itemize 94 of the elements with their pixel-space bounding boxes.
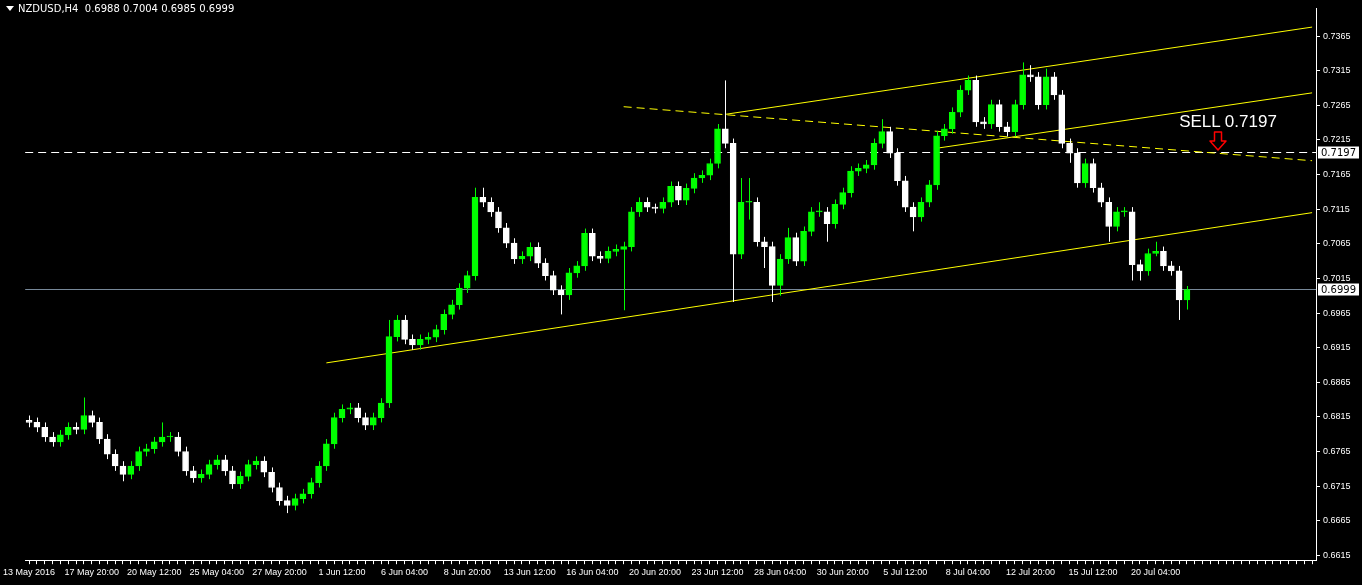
x-tick-label: 1 Jun 12:00 (318, 567, 366, 578)
candlestick (925, 179, 933, 208)
candlestick (96, 417, 103, 445)
candlestick (667, 180, 674, 208)
y-tick-label: 0.7015 (1323, 272, 1351, 283)
y-tick-label: 0.6915 (1323, 342, 1351, 353)
y-tick-label: 0.6815 (1323, 411, 1351, 422)
candlestick (268, 466, 275, 493)
y-tick-label: 0.7115 (1323, 203, 1350, 214)
candlestick (315, 460, 322, 488)
candlestick (182, 446, 189, 477)
candlestick (682, 183, 690, 206)
candlestick (323, 438, 330, 472)
x-tick-label: 13 May 2016 (3, 567, 56, 578)
y-tick-label: 0.7365 (1323, 30, 1351, 41)
x-tick-label: 23 Jun 12:00 (691, 567, 744, 578)
y-tick-label: 0.6715 (1323, 480, 1351, 491)
y-tick-label: 0.6665 (1323, 515, 1351, 526)
candlestick (244, 459, 252, 482)
candlestick (174, 431, 182, 457)
candlestick (307, 477, 315, 500)
candlestick (1105, 196, 1113, 243)
y-tick-label: 0.7215 (1323, 134, 1351, 145)
x-tick-label: 25 May 04:00 (189, 567, 245, 578)
y-tick-label: 0.6965 (1323, 307, 1351, 318)
candlestick (839, 187, 847, 210)
y-tick-label: 0.7165 (1323, 169, 1351, 180)
candlestick (988, 99, 995, 130)
candlestick (722, 79, 729, 149)
x-tick-label: 13 Jun 12:00 (503, 567, 556, 578)
candlestick (135, 446, 142, 472)
y-tick-label: 0.6615 (1323, 549, 1351, 560)
candlestick (815, 201, 823, 218)
candlestick (1113, 206, 1120, 232)
candlestick (166, 431, 174, 443)
candlestick (761, 236, 768, 269)
candlestick (808, 206, 815, 237)
x-tick-label: 16 Jun 04:00 (566, 567, 619, 578)
candlestick (1144, 248, 1152, 277)
candlestick (1097, 182, 1105, 208)
ref-line-label: 0.7197 (1321, 146, 1356, 158)
x-tick-label: 12 Jul 20:00 (1005, 567, 1055, 578)
candlestick (792, 232, 800, 267)
candlestick (878, 118, 886, 149)
candlestick (448, 299, 455, 320)
candlestick (456, 282, 463, 311)
candlestick (401, 314, 408, 345)
ref-line-label: 0.6999 (1321, 283, 1356, 295)
x-tick-label: 15 Jul 12:00 (1068, 567, 1118, 578)
candlestick (479, 187, 487, 208)
x-tick-label: 20 May 12:00 (126, 567, 182, 578)
candlestick (221, 454, 228, 477)
x-tick-label: 8 Jun 20:00 (443, 567, 491, 578)
candlestick (534, 241, 541, 269)
x-tick-label: 8 Jul 04:00 (945, 567, 990, 578)
candlestick (205, 459, 213, 480)
candlestick (847, 165, 854, 198)
annotation: SELL 0.7197 (1179, 111, 1277, 131)
y-tick-label: 0.6765 (1323, 445, 1351, 456)
candlestick (706, 158, 714, 181)
candlestick (276, 482, 283, 507)
y-tick-label: 0.6865 (1323, 376, 1351, 387)
candlestick (745, 177, 753, 221)
candlestick (589, 228, 596, 262)
x-tick-label: 20 Jul 04:00 (1131, 567, 1181, 578)
candlestick (229, 465, 236, 490)
x-tick-label: 5 Jul 12:00 (883, 567, 928, 578)
x-tick-label: 30 Jun 20:00 (816, 567, 869, 578)
candlestick (260, 455, 268, 478)
chart-title: NZDUSD,H4 0.6988 0.7004 0.6985 0.6999 (18, 3, 235, 14)
candlestick (502, 222, 510, 249)
y-tick-label: 0.7315 (1323, 65, 1351, 76)
candlestick (103, 433, 111, 460)
candlestick (542, 257, 549, 281)
y-tick-label: 0.7265 (1323, 99, 1351, 110)
candlestick (80, 397, 88, 435)
candlestick (463, 270, 471, 294)
candlestick (1121, 206, 1128, 218)
candlestick (1160, 246, 1167, 272)
candlestick (127, 460, 135, 480)
x-tick-label: 17 May 20:00 (64, 567, 119, 578)
candlestick (495, 206, 502, 234)
candlestick (393, 314, 401, 342)
candlestick (526, 241, 534, 262)
candlestick (948, 106, 956, 135)
candlestick (440, 309, 448, 335)
y-tick-label: 0.7065 (1323, 238, 1351, 249)
x-tick-label: 6 Jun 04:00 (381, 567, 429, 578)
candlestick (549, 270, 557, 296)
candlestick (1081, 158, 1089, 189)
x-tick-label: 20 Jun 20:00 (628, 567, 681, 578)
x-tick-label: 27 May 20:00 (252, 567, 307, 578)
candlestick (675, 180, 682, 206)
x-tick-label: 28 Jun 04:00 (754, 567, 807, 578)
